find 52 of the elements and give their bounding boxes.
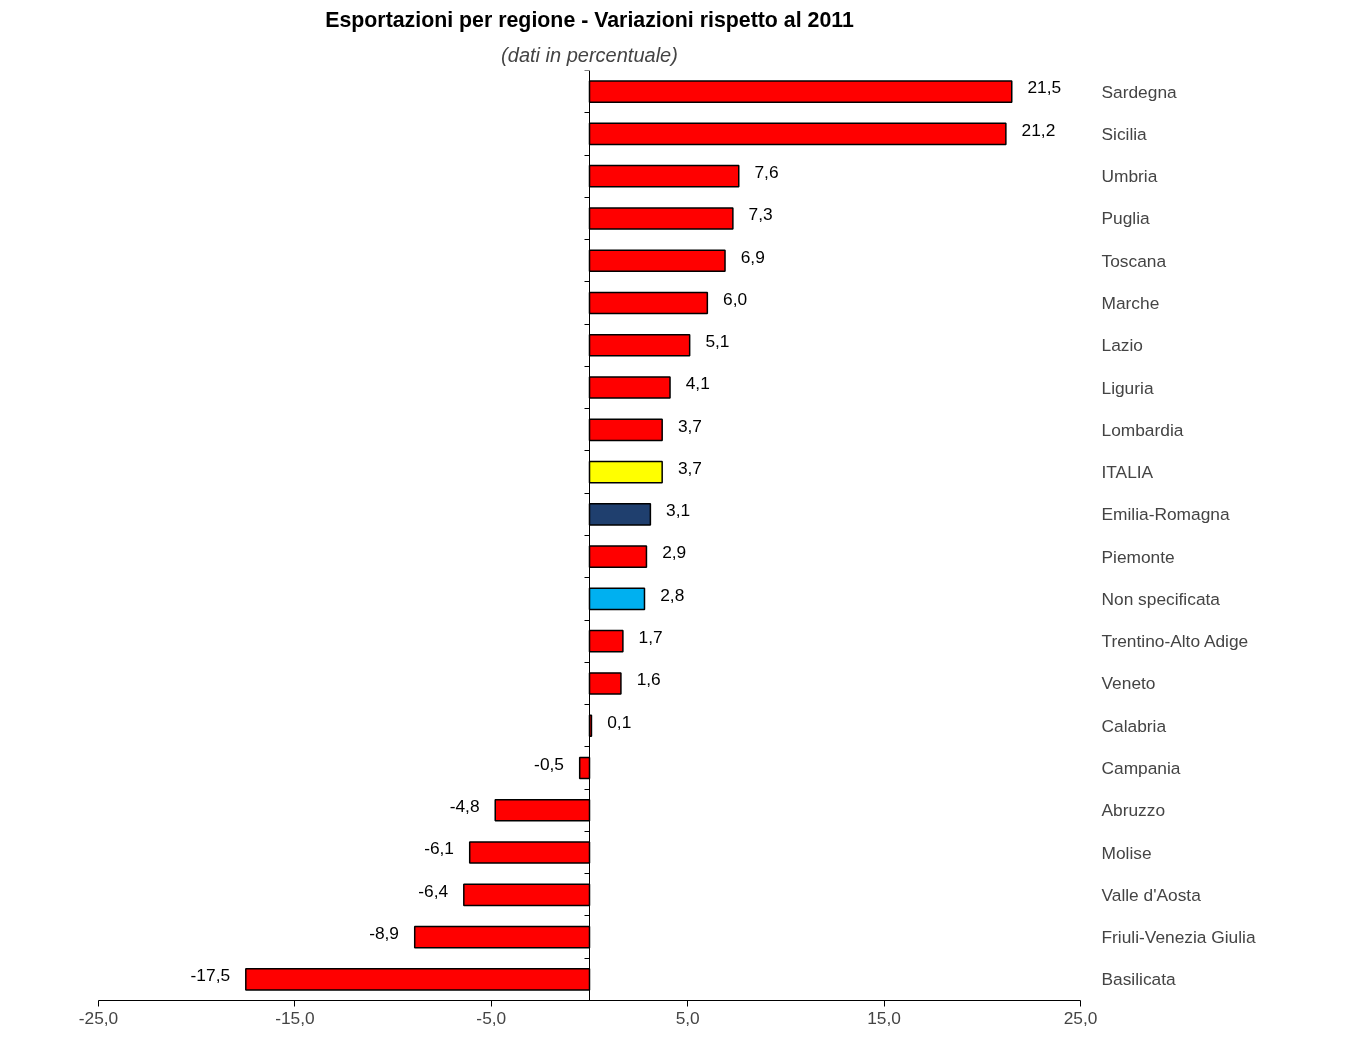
- data-label: 3,7: [677, 415, 702, 436]
- data-label: 7,6: [754, 161, 779, 182]
- data-label: 5,1: [705, 331, 730, 352]
- x-tick-label: 5,0: [675, 1007, 700, 1028]
- data-label: -8,9: [369, 922, 399, 943]
- data-label: -4,8: [449, 796, 480, 817]
- y-tick-label: Friuli-Venezia Giulia: [1101, 927, 1256, 948]
- data-label: 21,5: [1027, 77, 1062, 98]
- y-tick-label: Campania: [1101, 758, 1181, 778]
- data-label: 2,8: [660, 584, 685, 605]
- data-label: 6,0: [723, 288, 748, 309]
- y-tick-label: Sardegna: [1101, 81, 1178, 102]
- y-tick-label: Lazio: [1101, 335, 1143, 356]
- y-tick-label: Sicilia: [1101, 123, 1148, 144]
- data-label: -17,5: [190, 965, 231, 986]
- x-tick-label: 25,0: [1063, 1007, 1098, 1028]
- y-tick-label: Basilicata: [1101, 969, 1177, 990]
- y-tick-label: Umbria: [1101, 166, 1158, 187]
- data-label: 1,6: [636, 669, 661, 690]
- data-label: -0,5: [534, 753, 564, 774]
- y-tick-label: Liguria: [1101, 377, 1154, 398]
- data-label: 1,7: [638, 626, 663, 647]
- y-tick-label: Molise: [1101, 842, 1152, 863]
- data-label: 21,2: [1021, 119, 1056, 140]
- x-tick-label: -25,0: [78, 1007, 119, 1028]
- y-tick-label: Non specificata: [1101, 588, 1221, 609]
- data-label: -6,1: [424, 838, 454, 859]
- data-label: 2,9: [662, 542, 687, 563]
- data-label: 3,1: [666, 500, 691, 521]
- data-label: 4,1: [685, 373, 710, 394]
- x-tick-label: 15,0: [867, 1007, 901, 1028]
- y-tick-label: Valle d'Aosta: [1101, 884, 1202, 905]
- y-tick-label: Abruzzo: [1101, 800, 1166, 821]
- y-tick-label: Lombardia: [1101, 419, 1184, 440]
- y-tick-label: Trentino-Alto Adige: [1101, 631, 1249, 652]
- y-tick-label: Marche: [1101, 293, 1160, 313]
- y-tick-label: Puglia: [1101, 208, 1151, 229]
- data-label: 6,9: [740, 246, 765, 267]
- x-tick-label: -15,0: [275, 1007, 315, 1028]
- y-tick-label: ITALIA: [1101, 462, 1154, 483]
- chart-subtitle: (dati in percentuale): [501, 43, 678, 66]
- data-label: 0,1: [607, 711, 632, 732]
- y-tick-label: Veneto: [1101, 673, 1156, 694]
- x-tick-label: -5,0: [476, 1007, 507, 1028]
- y-tick-label: Emilia-Romagna: [1101, 504, 1230, 525]
- y-tick-label: Piemonte: [1101, 546, 1175, 567]
- y-tick-label: Calabria: [1101, 715, 1167, 736]
- y-tick-label: Toscana: [1101, 250, 1167, 271]
- data-label: 7,3: [748, 204, 773, 225]
- chart-title: Esportazioni per regione - Variazioni rispetto al 2011: [325, 7, 854, 32]
- data-label: 3,7: [677, 457, 702, 478]
- data-label: -6,4: [418, 880, 449, 901]
